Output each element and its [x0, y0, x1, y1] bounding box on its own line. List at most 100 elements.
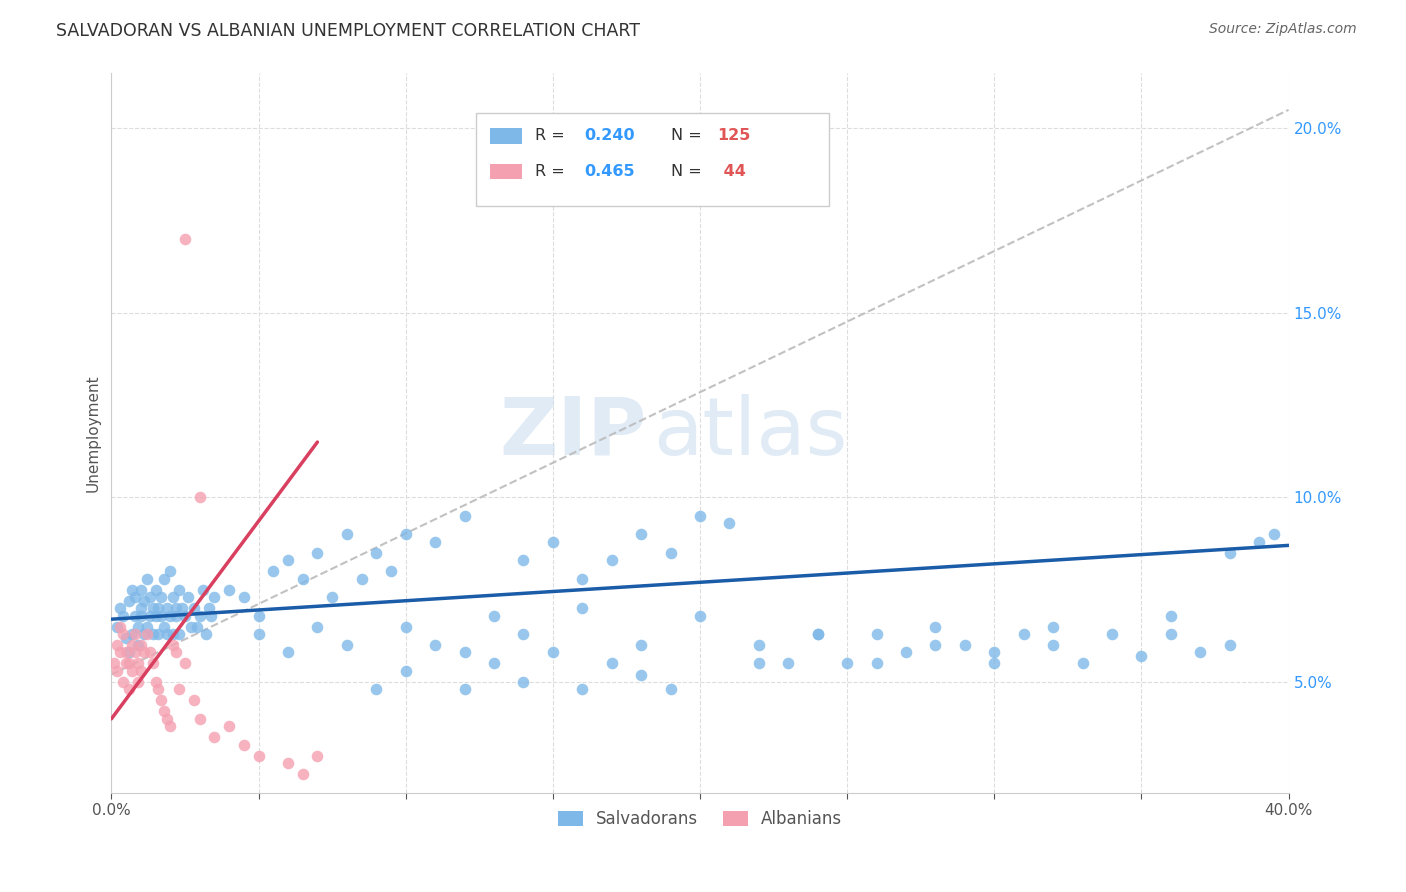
Point [1160, 627, 1182, 641]
Point [129, 601, 152, 615]
Point [194, 627, 217, 641]
Point [186, 619, 208, 633]
Point [865, 657, 887, 671]
Point [366, 546, 388, 560]
Point [138, 590, 160, 604]
Point [121, 627, 143, 641]
Point [983, 645, 1005, 659]
Point [659, 682, 682, 697]
Point [247, 748, 270, 763]
Point [156, 712, 179, 726]
Text: 0.465: 0.465 [585, 164, 636, 179]
Point [165, 601, 187, 615]
Point [748, 657, 770, 671]
Point [571, 601, 593, 615]
Point [118, 645, 141, 659]
Point [600, 657, 623, 671]
Point [132, 627, 155, 641]
Point [807, 627, 830, 641]
Text: N =: N = [671, 128, 706, 143]
Point [110, 645, 132, 659]
Point [135, 627, 157, 641]
Point [188, 491, 211, 505]
Point [1219, 638, 1241, 652]
Point [395, 619, 418, 633]
Point [571, 572, 593, 586]
Point [453, 645, 475, 659]
Text: R =: R = [536, 164, 569, 179]
Point [689, 608, 711, 623]
Point [124, 608, 146, 623]
Point [291, 767, 314, 781]
Point [127, 657, 149, 671]
Point [630, 638, 652, 652]
Point [132, 593, 155, 607]
Text: 44: 44 [717, 164, 745, 179]
Point [127, 675, 149, 690]
Point [1263, 527, 1285, 541]
Point [321, 590, 343, 604]
Point [150, 608, 173, 623]
Point [124, 627, 146, 641]
Point [1101, 627, 1123, 641]
Point [110, 619, 132, 633]
Point [129, 608, 152, 623]
Point [512, 627, 534, 641]
Point [112, 608, 135, 623]
Point [156, 627, 179, 641]
Point [366, 682, 388, 697]
Text: SALVADORAN VS ALBANIAN UNEMPLOYMENT CORRELATION CHART: SALVADORAN VS ALBANIAN UNEMPLOYMENT CORR… [56, 22, 640, 40]
Point [983, 657, 1005, 671]
Point [105, 638, 128, 652]
Point [748, 638, 770, 652]
Text: Source: ZipAtlas.com: Source: ZipAtlas.com [1209, 22, 1357, 37]
Point [218, 582, 240, 597]
Point [453, 682, 475, 697]
Point [1189, 645, 1212, 659]
Point [135, 572, 157, 586]
Point [336, 638, 359, 652]
Point [165, 645, 187, 659]
Point [630, 667, 652, 681]
Point [1219, 546, 1241, 560]
Point [191, 582, 214, 597]
Point [174, 657, 197, 671]
Point [512, 675, 534, 690]
Point [197, 601, 219, 615]
Point [350, 572, 373, 586]
Point [124, 590, 146, 604]
Point [167, 682, 190, 697]
Point [291, 572, 314, 586]
Point [112, 675, 135, 690]
Point [277, 553, 299, 567]
Point [600, 553, 623, 567]
Point [167, 582, 190, 597]
Point [1012, 627, 1035, 641]
Text: 125: 125 [717, 128, 751, 143]
Point [307, 619, 329, 633]
Point [718, 516, 741, 531]
Text: R =: R = [536, 128, 569, 143]
Point [118, 682, 141, 697]
Text: 0.240: 0.240 [585, 128, 636, 143]
Point [142, 657, 165, 671]
Point [778, 657, 800, 671]
Point [138, 608, 160, 623]
Point [129, 638, 152, 652]
Point [148, 682, 170, 697]
Point [453, 508, 475, 523]
Point [105, 664, 128, 678]
Point [118, 657, 141, 671]
Point [129, 664, 152, 678]
Point [277, 756, 299, 771]
Point [121, 582, 143, 597]
Point [953, 638, 976, 652]
Legend: Salvadorans, Albanians: Salvadorans, Albanians [551, 804, 849, 835]
Point [307, 748, 329, 763]
Point [112, 627, 135, 641]
Point [148, 601, 170, 615]
Point [336, 527, 359, 541]
Point [153, 705, 176, 719]
Text: ZIP: ZIP [499, 393, 647, 472]
Point [202, 731, 225, 745]
